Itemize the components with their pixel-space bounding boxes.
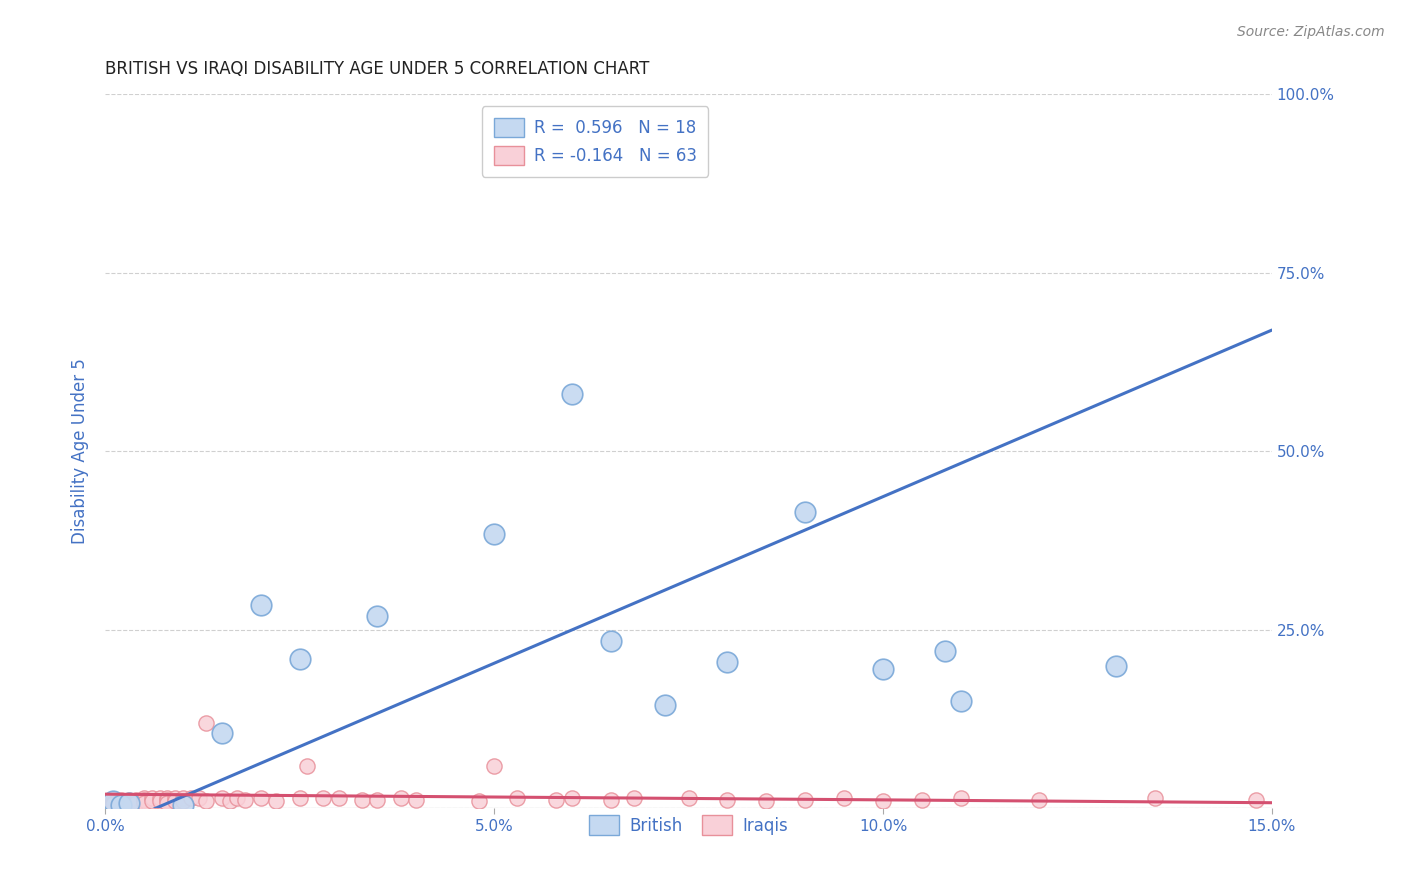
Point bbox=[110, 797, 132, 812]
Point bbox=[149, 790, 172, 805]
Point bbox=[117, 793, 139, 807]
Point bbox=[599, 793, 621, 807]
Point bbox=[678, 790, 700, 805]
Point bbox=[211, 790, 233, 805]
Point bbox=[233, 793, 256, 807]
Point bbox=[156, 796, 179, 810]
Point bbox=[288, 790, 311, 805]
Point bbox=[226, 790, 249, 805]
Point bbox=[211, 726, 233, 740]
Point bbox=[110, 796, 132, 810]
Point bbox=[949, 694, 972, 708]
Point bbox=[623, 790, 645, 805]
Point bbox=[482, 526, 505, 541]
Legend: British, Iraqis: British, Iraqis bbox=[581, 807, 796, 843]
Point bbox=[716, 793, 738, 807]
Point bbox=[101, 794, 124, 808]
Point bbox=[101, 796, 124, 810]
Y-axis label: Disability Age Under 5: Disability Age Under 5 bbox=[72, 359, 89, 544]
Point bbox=[755, 794, 778, 808]
Text: BRITISH VS IRAQI DISABILITY AGE UNDER 5 CORRELATION CHART: BRITISH VS IRAQI DISABILITY AGE UNDER 5 … bbox=[105, 60, 650, 78]
Point bbox=[934, 644, 956, 658]
Point bbox=[405, 793, 427, 807]
Point bbox=[872, 662, 894, 676]
Point bbox=[218, 794, 240, 808]
Point bbox=[165, 790, 187, 805]
Point bbox=[328, 790, 350, 805]
Point bbox=[389, 790, 412, 805]
Point bbox=[911, 793, 934, 807]
Point bbox=[266, 794, 288, 808]
Point bbox=[1028, 793, 1050, 807]
Point bbox=[165, 794, 187, 808]
Point bbox=[599, 633, 621, 648]
Point bbox=[350, 793, 373, 807]
Point bbox=[312, 790, 335, 805]
Point bbox=[117, 796, 139, 810]
Point bbox=[132, 793, 155, 807]
Point bbox=[366, 793, 388, 807]
Point bbox=[195, 794, 218, 808]
Point bbox=[110, 794, 132, 808]
Point bbox=[1246, 793, 1268, 807]
Point bbox=[125, 794, 148, 808]
Point bbox=[141, 790, 163, 805]
Point bbox=[794, 793, 817, 807]
Point bbox=[101, 794, 124, 808]
Point bbox=[872, 794, 894, 808]
Point bbox=[561, 790, 583, 805]
Point bbox=[482, 758, 505, 772]
Point bbox=[832, 790, 855, 805]
Point bbox=[654, 698, 676, 712]
Point bbox=[546, 793, 568, 807]
Point bbox=[172, 794, 194, 808]
Point bbox=[297, 758, 319, 772]
Point bbox=[110, 793, 132, 807]
Point bbox=[132, 790, 155, 805]
Point bbox=[125, 797, 148, 811]
Point bbox=[249, 598, 271, 612]
Point bbox=[117, 794, 139, 808]
Point bbox=[156, 790, 179, 805]
Point bbox=[132, 796, 155, 810]
Point bbox=[172, 790, 194, 805]
Point bbox=[141, 794, 163, 808]
Point bbox=[288, 651, 311, 665]
Point bbox=[101, 797, 124, 812]
Point bbox=[467, 794, 489, 808]
Text: Source: ZipAtlas.com: Source: ZipAtlas.com bbox=[1237, 25, 1385, 39]
Point bbox=[149, 794, 172, 808]
Point bbox=[125, 793, 148, 807]
Point bbox=[1144, 790, 1167, 805]
Point bbox=[180, 790, 202, 805]
Point bbox=[949, 790, 972, 805]
Point bbox=[101, 793, 124, 807]
Point bbox=[172, 797, 194, 812]
Point bbox=[156, 793, 179, 807]
Point bbox=[1105, 658, 1128, 673]
Point bbox=[716, 655, 738, 669]
Point bbox=[187, 790, 209, 805]
Point bbox=[249, 790, 271, 805]
Point bbox=[561, 387, 583, 401]
Point bbox=[366, 608, 388, 623]
Point bbox=[117, 796, 139, 810]
Point bbox=[506, 790, 529, 805]
Point bbox=[794, 505, 817, 519]
Point bbox=[195, 715, 218, 730]
